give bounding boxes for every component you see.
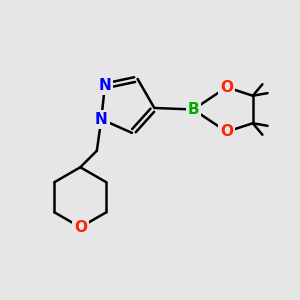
Text: N: N — [98, 78, 111, 93]
Text: O: O — [220, 80, 233, 95]
Text: N: N — [95, 112, 108, 127]
Text: O: O — [74, 220, 87, 235]
Text: B: B — [188, 102, 199, 117]
Text: O: O — [220, 124, 233, 139]
